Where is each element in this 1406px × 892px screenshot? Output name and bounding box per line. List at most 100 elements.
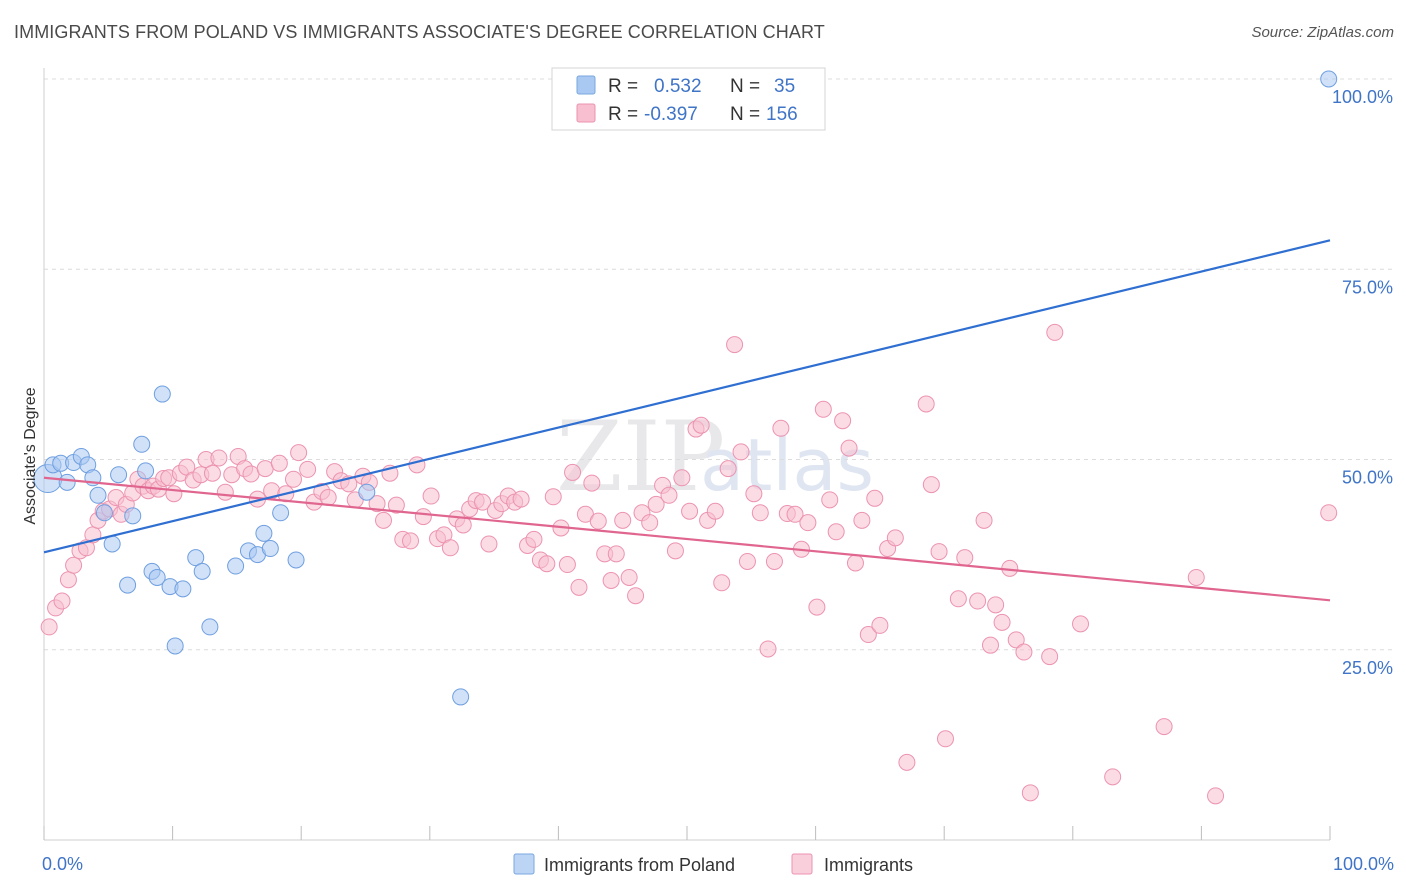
immigrants-point xyxy=(1207,787,1225,805)
bottom-legend-swatch-immigrants[interactable] xyxy=(791,853,813,875)
poland-point xyxy=(452,688,470,706)
immigrants-point xyxy=(454,516,472,534)
immigrants-point xyxy=(368,495,386,513)
immigrants-point xyxy=(917,395,935,413)
immigrants-point xyxy=(786,505,804,523)
poland-point xyxy=(1320,70,1338,88)
immigrants-point xyxy=(375,511,393,529)
immigrants-point xyxy=(866,489,884,507)
poland-point xyxy=(95,504,113,522)
immigrants-point xyxy=(898,753,916,771)
immigrants-point xyxy=(719,460,737,478)
immigrants-point xyxy=(956,549,974,567)
immigrants-point xyxy=(40,618,58,636)
y-tick-label-25: 25.0% xyxy=(1342,658,1393,678)
immigrants-point xyxy=(660,486,678,504)
immigrants-point xyxy=(886,529,904,547)
immigrants-point xyxy=(290,444,308,462)
y-tick-label-75: 75.0% xyxy=(1342,277,1393,297)
immigrants-point xyxy=(673,469,691,487)
immigrants-point xyxy=(765,552,783,570)
trend-line-immigrants xyxy=(43,476,1331,602)
poland-point xyxy=(153,385,171,403)
legend-n-label-immigrants: N = xyxy=(730,104,760,125)
immigrants-point xyxy=(859,626,877,644)
poland-point xyxy=(124,507,142,525)
immigrants-point xyxy=(474,493,492,511)
trend-layer xyxy=(43,239,1331,602)
immigrants-point xyxy=(751,504,769,522)
poland-point xyxy=(174,580,192,598)
immigrants-point xyxy=(525,530,543,548)
poland-point xyxy=(58,473,76,491)
immigrants-point xyxy=(1187,568,1205,586)
source-label: Source: ZipAtlas.com xyxy=(1251,24,1394,41)
immigrants-point xyxy=(216,483,234,501)
immigrants-point xyxy=(570,578,588,596)
immigrants-point xyxy=(1320,504,1338,522)
immigrants-point xyxy=(692,416,710,434)
immigrants-point xyxy=(480,535,498,553)
bottom-legend-swatch-poland[interactable] xyxy=(513,853,535,875)
immigrants-point xyxy=(975,511,993,529)
immigrants-point xyxy=(1155,718,1173,736)
legend-r-label-immigrants: R = xyxy=(608,104,638,125)
x-tick-labels: 0.0% 100.0% xyxy=(42,854,1394,874)
poland-point xyxy=(119,576,137,594)
legend-swatch-poland xyxy=(576,75,596,95)
points-layer xyxy=(33,70,1338,805)
immigrants-point xyxy=(981,636,999,654)
poland-point xyxy=(133,435,151,453)
immigrants-point xyxy=(1015,643,1033,661)
immigrants-point xyxy=(256,460,274,478)
immigrants-point xyxy=(930,543,948,561)
immigrants-point xyxy=(627,587,645,605)
chart-title: IMMIGRANTS FROM POLAND VS IMMIGRANTS ASS… xyxy=(14,22,825,42)
bottom-legend-label-poland[interactable]: Immigrants from Poland xyxy=(544,855,735,875)
y-tick-label-100: 100.0% xyxy=(1332,87,1393,107)
immigrants-point xyxy=(564,463,582,481)
immigrants-point xyxy=(607,545,625,563)
top-legend: R = 0.532 N = 35 R = -0.397 N = 156 xyxy=(551,67,826,131)
immigrants-point xyxy=(726,336,744,354)
immigrants-point xyxy=(738,552,756,570)
immigrants-point xyxy=(1046,323,1064,341)
bottom-legend-label-immigrants[interactable]: Immigrants xyxy=(824,855,913,875)
legend-r-value-poland: 0.532 xyxy=(654,76,702,97)
immigrants-point xyxy=(846,554,864,572)
immigrants-point xyxy=(583,474,601,492)
trend-line-poland xyxy=(43,239,1331,554)
immigrants-point xyxy=(558,556,576,574)
immigrants-point xyxy=(203,464,221,482)
legend-n-label-poland: N = xyxy=(730,76,760,97)
bottom-legend[interactable]: Immigrants from Poland Immigrants xyxy=(513,853,913,875)
legend-n-value-immigrants: 156 xyxy=(766,104,798,125)
x-tick-label-0: 0.0% xyxy=(42,854,83,874)
poland-point xyxy=(193,562,211,580)
immigrants-point xyxy=(1041,648,1059,666)
immigrants-point xyxy=(544,488,562,506)
immigrants-point xyxy=(538,555,556,573)
immigrants-point xyxy=(589,512,607,530)
immigrants-point xyxy=(853,511,871,529)
legend-n-value-poland: 35 xyxy=(774,76,795,97)
immigrants-point xyxy=(759,640,777,658)
immigrants-point xyxy=(936,730,954,748)
poland-point xyxy=(89,486,107,504)
poland-point xyxy=(272,504,290,522)
poland-point xyxy=(166,637,184,655)
y-tick-labels: 25.0% 50.0% 75.0% 100.0% xyxy=(1332,87,1393,678)
immigrants-point xyxy=(732,443,750,461)
y-tick-label-50: 50.0% xyxy=(1342,468,1393,488)
poland-point xyxy=(103,535,121,553)
poland-point xyxy=(227,557,245,575)
immigrants-point xyxy=(993,613,1011,631)
immigrants-point xyxy=(441,539,459,557)
immigrants-point xyxy=(422,487,440,505)
poland-point xyxy=(255,524,273,542)
immigrants-point xyxy=(647,495,665,513)
immigrants-point xyxy=(602,571,620,589)
immigrants-point xyxy=(808,598,826,616)
immigrants-point xyxy=(799,514,817,532)
immigrants-point xyxy=(414,508,432,526)
